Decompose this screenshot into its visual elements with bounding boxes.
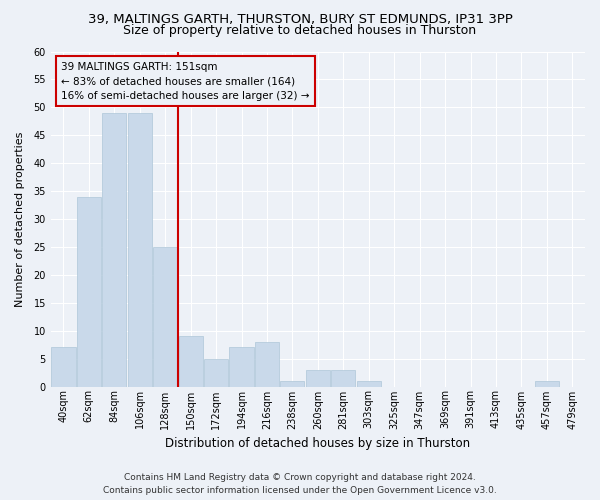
Bar [535, 381, 559, 386]
Bar [153, 247, 177, 386]
Bar [331, 370, 355, 386]
Y-axis label: Number of detached properties: Number of detached properties [15, 132, 25, 306]
Text: 39, MALTINGS GARTH, THURSTON, BURY ST EDMUNDS, IP31 3PP: 39, MALTINGS GARTH, THURSTON, BURY ST ED… [88, 12, 512, 26]
Text: Size of property relative to detached houses in Thurston: Size of property relative to detached ho… [124, 24, 476, 37]
Bar [204, 358, 228, 386]
Bar [179, 336, 203, 386]
Bar [356, 381, 381, 386]
Bar [255, 342, 279, 386]
Bar [229, 348, 254, 387]
Bar [128, 113, 152, 386]
Bar [77, 196, 101, 386]
Bar [280, 381, 304, 386]
X-axis label: Distribution of detached houses by size in Thurston: Distribution of detached houses by size … [165, 437, 470, 450]
Text: 39 MALTINGS GARTH: 151sqm
← 83% of detached houses are smaller (164)
16% of semi: 39 MALTINGS GARTH: 151sqm ← 83% of detac… [61, 62, 310, 101]
Bar [102, 113, 127, 386]
Text: Contains HM Land Registry data © Crown copyright and database right 2024.
Contai: Contains HM Land Registry data © Crown c… [103, 473, 497, 495]
Bar [306, 370, 330, 386]
Bar [52, 348, 76, 387]
